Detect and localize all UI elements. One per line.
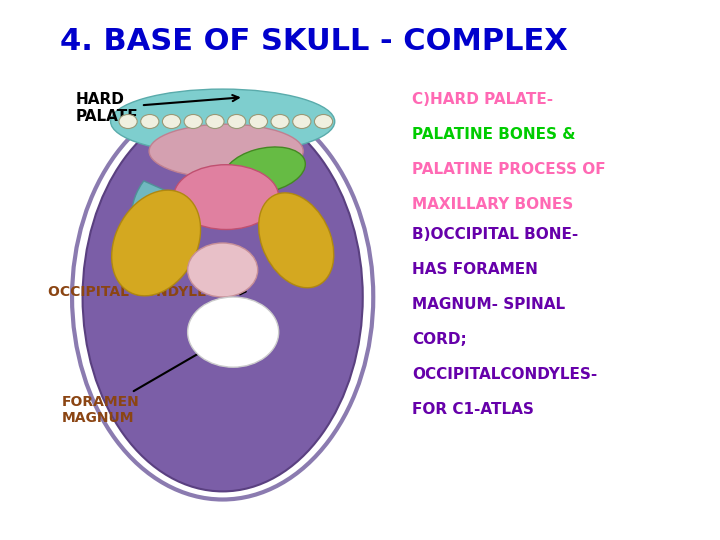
Text: MAXILLARY BONES: MAXILLARY BONES [412, 197, 573, 212]
Text: HAS FORAMEN: HAS FORAMEN [412, 262, 538, 277]
Text: CORD;: CORD; [412, 332, 467, 347]
Circle shape [228, 114, 246, 129]
Circle shape [249, 114, 268, 129]
Circle shape [140, 114, 159, 129]
Text: C)HARD PALATE-: C)HARD PALATE- [412, 92, 553, 107]
Ellipse shape [149, 124, 303, 178]
Text: OCCIPITALCONDYLES-: OCCIPITALCONDYLES- [412, 367, 597, 382]
Ellipse shape [174, 165, 279, 230]
Circle shape [119, 114, 138, 129]
Text: HARD
PALATE: HARD PALATE [76, 92, 238, 124]
Circle shape [271, 114, 289, 129]
Ellipse shape [188, 243, 258, 297]
Text: OCCIPITAL CONDYLE: OCCIPITAL CONDYLE [48, 285, 246, 299]
Text: PALATINE PROCESS OF: PALATINE PROCESS OF [412, 162, 606, 177]
Circle shape [206, 114, 224, 129]
Circle shape [163, 114, 181, 129]
Circle shape [184, 114, 202, 129]
Ellipse shape [258, 193, 334, 288]
Text: B)OCCIPITAL BONE-: B)OCCIPITAL BONE- [412, 227, 578, 242]
Text: PALATINE BONES &: PALATINE BONES & [412, 127, 575, 142]
Text: FORAMEN
MAGNUM: FORAMEN MAGNUM [61, 340, 222, 426]
Ellipse shape [112, 190, 201, 296]
Ellipse shape [111, 89, 335, 154]
Circle shape [293, 114, 311, 129]
Circle shape [188, 297, 279, 367]
Text: MAGNUM- SPINAL: MAGNUM- SPINAL [412, 297, 565, 312]
Circle shape [315, 114, 333, 129]
Wedge shape [132, 181, 222, 251]
Ellipse shape [224, 147, 305, 193]
Text: 4. BASE OF SKULL - COMPLEX: 4. BASE OF SKULL - COMPLEX [60, 27, 567, 56]
Ellipse shape [83, 103, 363, 491]
Text: FOR C1-ATLAS: FOR C1-ATLAS [412, 402, 534, 417]
